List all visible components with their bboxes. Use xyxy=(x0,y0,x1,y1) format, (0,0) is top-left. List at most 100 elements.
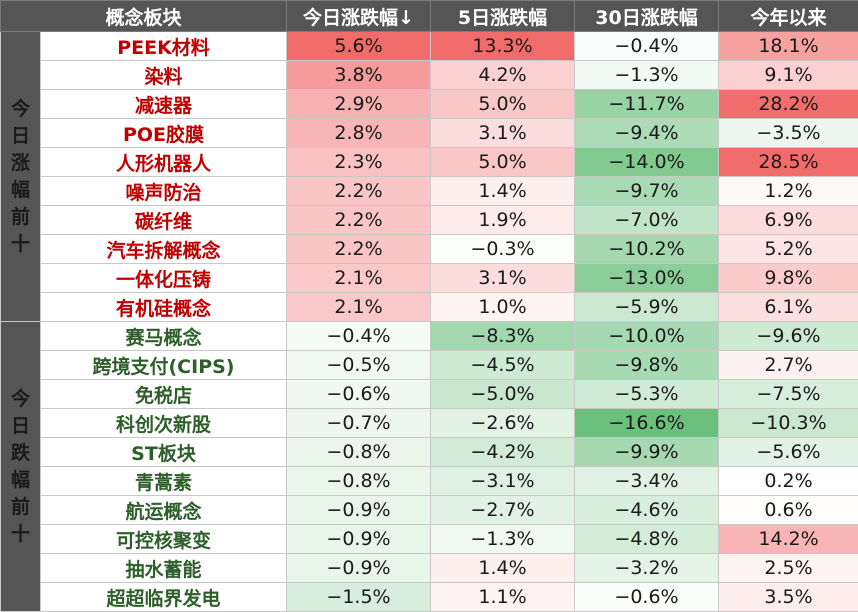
sector-name-cell[interactable]: 汽车拆解概念 xyxy=(41,235,287,264)
today-change-cell: −0.5% xyxy=(287,351,431,380)
five-day-change-cell: 5.0% xyxy=(431,90,575,119)
five-day-change-cell: −0.3% xyxy=(431,235,575,264)
sector-name-cell[interactable]: 人形机器人 xyxy=(41,148,287,177)
table-row: ST板块−0.8%−4.2%−9.9%−5.6% xyxy=(1,438,858,467)
today-change-cell: −0.6% xyxy=(287,380,431,409)
today-change-cell: −0.7% xyxy=(287,409,431,438)
today-change-cell: 3.8% xyxy=(287,61,431,90)
thirty-day-change-cell: −3.2% xyxy=(575,554,719,583)
table-row: 可控核聚变−0.9%−1.3%−4.8%14.2% xyxy=(1,525,858,554)
sector-name-cell[interactable]: 可控核聚变 xyxy=(41,525,287,554)
sector-name-cell[interactable]: 染料 xyxy=(41,61,287,90)
ytd-change-column-header[interactable]: 今年以来 xyxy=(719,1,858,32)
top-losers-group-label: 今日跌幅前十 xyxy=(1,322,41,612)
ytd-change-cell: −5.6% xyxy=(719,438,858,467)
today-change-cell: −0.9% xyxy=(287,525,431,554)
sector-name-cell[interactable]: 超超临界发电 xyxy=(41,583,287,612)
table-row: 跨境支付(CIPS)−0.5%−4.5%−9.8%2.7% xyxy=(1,351,858,380)
thirty-day-change-cell: −9.8% xyxy=(575,351,719,380)
top-gainers-group-label: 今日涨幅前十 xyxy=(1,32,41,322)
sector-name-cell[interactable]: 噪声防治 xyxy=(41,177,287,206)
five-day-change-cell: −1.3% xyxy=(431,525,575,554)
sector-name-cell[interactable]: 有机硅概念 xyxy=(41,293,287,322)
ytd-change-cell: 9.8% xyxy=(719,264,858,293)
sector-name-cell[interactable]: PEEK材料 xyxy=(41,32,287,61)
today-change-cell: 2.3% xyxy=(287,148,431,177)
table-row: 航运概念−0.9%−2.7%−4.6%0.6% xyxy=(1,496,858,525)
today-change-cell: 5.6% xyxy=(287,32,431,61)
category-column-header[interactable]: 概念板块 xyxy=(1,1,287,32)
today-change-cell: −0.8% xyxy=(287,467,431,496)
today-change-column-header[interactable]: 今日涨跌幅↓ xyxy=(287,1,431,32)
sector-name-cell[interactable]: 抽水蓄能 xyxy=(41,554,287,583)
ytd-change-cell: 28.5% xyxy=(719,148,858,177)
ytd-change-cell: 9.1% xyxy=(719,61,858,90)
table-row: 今日跌幅前十赛马概念−0.4%−8.3%−10.0%−9.6% xyxy=(1,322,858,351)
thirty-day-change-cell: −13.0% xyxy=(575,264,719,293)
sector-name-cell[interactable]: 跨境支付(CIPS) xyxy=(41,351,287,380)
thirty-day-change-cell: −9.7% xyxy=(575,177,719,206)
five-day-change-cell: −2.7% xyxy=(431,496,575,525)
ytd-change-cell: 5.2% xyxy=(719,235,858,264)
five-day-change-cell: 1.4% xyxy=(431,554,575,583)
ytd-change-cell: 2.5% xyxy=(719,554,858,583)
ytd-change-cell: 6.1% xyxy=(719,293,858,322)
header-row: 概念板块 今日涨跌幅↓ 5日涨跌幅 30日涨跌幅 今年以来 xyxy=(1,1,858,32)
five-day-change-cell: −8.3% xyxy=(431,322,575,351)
today-change-cell: 2.2% xyxy=(287,177,431,206)
today-change-cell: −0.9% xyxy=(287,554,431,583)
five-day-change-cell: −4.2% xyxy=(431,438,575,467)
ytd-change-cell: 1.2% xyxy=(719,177,858,206)
sector-name-cell[interactable]: 碳纤维 xyxy=(41,206,287,235)
sector-name-cell[interactable]: 减速器 xyxy=(41,90,287,119)
today-change-cell: −0.9% xyxy=(287,496,431,525)
thirty-day-change-cell: −14.0% xyxy=(575,148,719,177)
sector-name-cell[interactable]: 科创次新股 xyxy=(41,409,287,438)
five-day-change-cell: 3.1% xyxy=(431,119,575,148)
thirty-day-change-cell: −1.3% xyxy=(575,61,719,90)
ytd-change-cell: 0.6% xyxy=(719,496,858,525)
sector-name-cell[interactable]: 青蒿素 xyxy=(41,467,287,496)
sector-name-cell[interactable]: POE胶膜 xyxy=(41,119,287,148)
thirty-day-change-cell: −9.4% xyxy=(575,119,719,148)
thirty-day-change-cell: −4.6% xyxy=(575,496,719,525)
thirty-day-change-cell: −5.9% xyxy=(575,293,719,322)
thirty-day-change-cell: −3.4% xyxy=(575,467,719,496)
five-day-change-cell: −5.0% xyxy=(431,380,575,409)
sector-name-cell[interactable]: 一体化压铸 xyxy=(41,264,287,293)
five-day-change-column-header[interactable]: 5日涨跌幅 xyxy=(431,1,575,32)
thirty-day-change-cell: −7.0% xyxy=(575,206,719,235)
today-change-cell: 2.8% xyxy=(287,119,431,148)
five-day-change-cell: 1.4% xyxy=(431,177,575,206)
thirty-day-change-column-header[interactable]: 30日涨跌幅 xyxy=(575,1,719,32)
ytd-change-cell: 2.7% xyxy=(719,351,858,380)
today-change-cell: −1.5% xyxy=(287,583,431,612)
today-change-cell: 2.9% xyxy=(287,90,431,119)
ytd-change-cell: 18.1% xyxy=(719,32,858,61)
table-row: 免税店−0.6%−5.0%−5.3%−7.5% xyxy=(1,380,858,409)
sector-name-cell[interactable]: 赛马概念 xyxy=(41,322,287,351)
sector-name-cell[interactable]: ST板块 xyxy=(41,438,287,467)
sector-name-cell[interactable]: 航运概念 xyxy=(41,496,287,525)
five-day-change-cell: 1.0% xyxy=(431,293,575,322)
thirty-day-change-cell: −10.2% xyxy=(575,235,719,264)
five-day-change-cell: 1.1% xyxy=(431,583,575,612)
thirty-day-change-cell: −10.0% xyxy=(575,322,719,351)
today-change-cell: 2.2% xyxy=(287,206,431,235)
today-change-cell: 2.2% xyxy=(287,235,431,264)
thirty-day-change-cell: −16.6% xyxy=(575,409,719,438)
thirty-day-change-cell: −5.3% xyxy=(575,380,719,409)
ytd-change-cell: 14.2% xyxy=(719,525,858,554)
thirty-day-change-cell: −0.4% xyxy=(575,32,719,61)
sector-name-cell[interactable]: 免税店 xyxy=(41,380,287,409)
thirty-day-change-cell: −4.8% xyxy=(575,525,719,554)
